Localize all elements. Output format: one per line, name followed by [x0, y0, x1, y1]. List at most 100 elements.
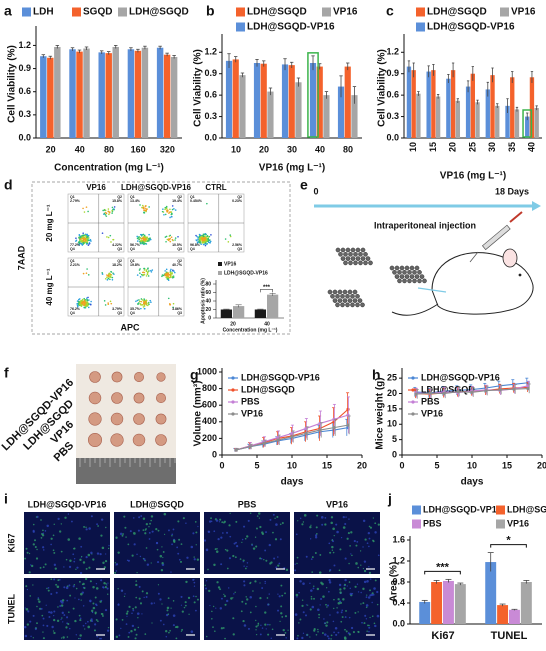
cell-dot [144, 207, 146, 210]
stain-dot [338, 569, 341, 572]
stain-dot [212, 605, 215, 608]
bar [455, 100, 461, 138]
cell-dot [143, 234, 146, 237]
legend-label: LDH@SGQD-VP16 [247, 22, 335, 33]
stain-dot [78, 598, 80, 601]
panel-label: c [386, 3, 394, 19]
bar [40, 56, 47, 138]
stain-dot [255, 545, 258, 548]
y-tick-label: 400 [202, 416, 217, 426]
stain-dot [85, 526, 87, 529]
stain-dot [125, 612, 129, 615]
stain-dot [139, 555, 142, 558]
stain-dot [190, 545, 194, 549]
cell-dot [146, 240, 149, 242]
nanoparticle [358, 260, 363, 266]
stain-dot [140, 515, 143, 517]
stain-dot [61, 611, 64, 615]
stain-dot [161, 546, 163, 548]
stain-dot [79, 637, 81, 640]
stain-dot [42, 637, 45, 640]
panel-label: b [206, 3, 215, 19]
stain-dot [324, 622, 326, 625]
stain-dot [59, 578, 61, 581]
row-label: 20 mg L⁻¹ [45, 204, 54, 241]
cell-dot [82, 300, 84, 303]
stain-dot [42, 532, 45, 535]
cell-dot [83, 234, 85, 236]
stain-dot [368, 630, 370, 633]
nanoparticle [350, 302, 355, 308]
stain-dot [84, 628, 86, 630]
cell-dot [140, 300, 143, 303]
cell-dot [83, 211, 86, 213]
y-tick-label: 0.6 [204, 90, 217, 100]
quadrant-percent: 77.2% [70, 243, 81, 247]
stain-dot [156, 561, 160, 564]
stain-dot [60, 604, 64, 607]
stain-dot [107, 547, 110, 550]
stain-dot [219, 588, 222, 591]
cell-dot [166, 211, 168, 213]
stain-dot [303, 514, 307, 517]
stain-dot [259, 633, 262, 636]
nanoparticle [343, 260, 348, 266]
x-tick-label: 10 [287, 460, 297, 470]
legend-label: PBS [423, 518, 442, 528]
cell-dot [84, 234, 87, 237]
stain-dot [100, 579, 103, 582]
stain-dot [333, 564, 336, 567]
stain-dot [29, 595, 32, 597]
stain-dot [134, 637, 137, 640]
stain-dot [254, 580, 257, 583]
stain-dot [162, 623, 165, 626]
stain-dot [314, 551, 317, 554]
stain-dot [85, 567, 88, 570]
stain-dot [44, 530, 47, 532]
stain-dot [119, 532, 123, 536]
bar [134, 50, 142, 139]
bar [529, 77, 535, 138]
cell-dot [209, 239, 211, 241]
stain-dot [135, 583, 138, 587]
cell-dot [88, 299, 90, 301]
stain-dot [79, 571, 83, 575]
stain-dot [344, 616, 347, 619]
x-tick-label: 10 [408, 142, 418, 152]
stain-dot [315, 532, 318, 535]
stain-dot [94, 611, 97, 614]
y-tick-label: 800 [202, 383, 217, 393]
stain-dot [277, 564, 280, 567]
point [470, 390, 474, 394]
cell-dot [139, 242, 142, 244]
bar [323, 95, 330, 138]
stain-dot [60, 523, 63, 525]
stain-dot [309, 608, 312, 611]
nanoparticle [368, 260, 373, 266]
legend-label: VP16 [241, 408, 263, 418]
stain-dot [82, 586, 85, 589]
y-tick-label: 0.3 [386, 111, 399, 121]
significance-label: *** [263, 285, 271, 291]
stain-dot [213, 563, 216, 567]
y-tick-label: 0 [212, 449, 217, 459]
stain-dot [127, 635, 130, 638]
cell-dot [166, 238, 169, 241]
y-axis-label: Cell Viability (%) [193, 49, 204, 127]
stain-dot [208, 589, 211, 593]
stain-dot [193, 601, 196, 604]
row-label: TUNEL [6, 594, 16, 624]
stain-dot [276, 515, 279, 519]
syringe-plunger [509, 211, 523, 223]
stain-dot [355, 544, 358, 547]
cell-dot [143, 299, 145, 302]
stain-dot [34, 539, 37, 542]
stain-dot [32, 523, 35, 526]
stain-dot [328, 542, 331, 545]
bar [443, 580, 454, 624]
legend-marker [231, 400, 235, 404]
stain-dot [369, 594, 372, 597]
x-tick-label: 160 [131, 144, 146, 154]
stain-dot [364, 614, 367, 617]
stain-dot [305, 604, 308, 606]
